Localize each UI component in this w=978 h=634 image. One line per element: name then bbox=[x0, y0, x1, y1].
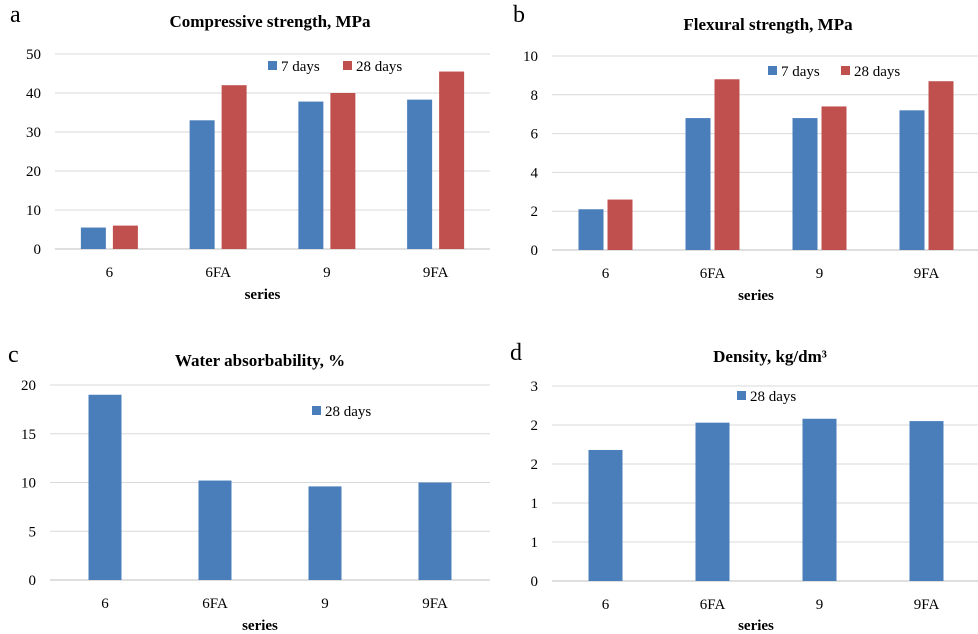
legend-label: 7 days bbox=[781, 64, 820, 80]
x-tick-label: 6FA bbox=[205, 265, 231, 281]
y-tick-label: 5 bbox=[29, 524, 37, 540]
x-tick-label: 6FA bbox=[202, 596, 228, 612]
panel-letter: a bbox=[10, 2, 21, 28]
chart-title: Flexural strength, MPa bbox=[683, 15, 853, 34]
y-tick-label: 15 bbox=[21, 427, 36, 443]
y-tick-label: 8 bbox=[531, 88, 539, 104]
bar-6-7-days bbox=[80, 227, 106, 249]
bar-9-28-days bbox=[308, 486, 342, 580]
chart-panel-c: c Water absorbability, % 0 5 10 15 20 6 6FA 9 9FA s… bbox=[8, 342, 490, 634]
bar-6FA-7-days bbox=[189, 120, 215, 249]
x-tick-label: 6 bbox=[602, 266, 610, 282]
chart-panel-d: d Density, kg/dm³ 0 1 1 2 2 3 6 6FA 9 9FA series 28 d… bbox=[510, 340, 978, 634]
x-tick-label: 9FA bbox=[423, 265, 449, 281]
chart-title: Compressive strength, MPa bbox=[170, 12, 371, 31]
bar-9-28-days bbox=[802, 418, 837, 581]
legend-label: 7 days bbox=[281, 59, 320, 75]
x-tick-label: 6FA bbox=[700, 597, 726, 613]
bar-9FA-28-days bbox=[909, 421, 944, 581]
legend-swatch bbox=[343, 61, 352, 70]
bar-6-28-days bbox=[588, 449, 623, 581]
bar-6FA-7-days bbox=[685, 118, 711, 250]
y-tick-label: 10 bbox=[26, 203, 41, 219]
y-tick-label: 50 bbox=[26, 47, 41, 63]
bar-6FA-28-days bbox=[198, 480, 232, 580]
y-tick-label: 10 bbox=[523, 49, 538, 65]
chart-panel-a: a Compressive strength, MPa 0 10 20 30 40 50 6 6F… bbox=[10, 2, 490, 303]
x-tick-label: 9FA bbox=[914, 266, 940, 282]
x-tick-label: 9 bbox=[816, 597, 824, 613]
y-tick-label: 2 bbox=[531, 204, 539, 220]
panel-letter: c bbox=[8, 342, 19, 368]
bar-9FA-28-days bbox=[418, 482, 452, 580]
bar-9FA-7-days bbox=[899, 110, 925, 250]
bar-9-7-days bbox=[298, 101, 324, 249]
bar-9-28-days bbox=[821, 106, 847, 250]
bar-9FA-7-days bbox=[407, 99, 433, 249]
x-tick-label: 9 bbox=[321, 596, 329, 612]
y-tick-label: 0 bbox=[531, 243, 539, 259]
bar-9FA-28-days bbox=[439, 71, 465, 249]
x-axis-label: series bbox=[738, 288, 774, 304]
bar-9-28-days bbox=[330, 93, 356, 249]
y-tick-label: 6 bbox=[531, 127, 539, 143]
legend-swatch bbox=[312, 406, 321, 415]
x-axis-label: series bbox=[245, 287, 281, 303]
x-tick-label: 6FA bbox=[700, 266, 726, 282]
bar-6FA-28-days bbox=[695, 422, 730, 581]
x-tick-label: 9FA bbox=[914, 597, 940, 613]
y-tick-label: 0 bbox=[531, 574, 539, 590]
x-tick-label: 9 bbox=[816, 266, 824, 282]
bar-6-28-days bbox=[607, 199, 633, 250]
x-tick-label: 6 bbox=[101, 596, 109, 612]
y-tick-label: 40 bbox=[26, 86, 41, 102]
x-axis-label: series bbox=[738, 618, 774, 634]
bar-6-28-days bbox=[88, 394, 122, 580]
y-tick-label: 2 bbox=[531, 418, 539, 434]
chart-title: Water absorbability, % bbox=[175, 351, 345, 370]
legend-label: 28 days bbox=[854, 64, 900, 80]
legend-swatch bbox=[737, 391, 746, 400]
legend-swatch bbox=[841, 66, 850, 75]
y-tick-label: 10 bbox=[21, 476, 36, 492]
x-tick-label: 9 bbox=[323, 265, 331, 281]
chart-title: Density, kg/dm³ bbox=[713, 347, 827, 366]
legend-label: 28 days bbox=[325, 404, 371, 420]
chart-panel-b: b Flexural strength, MPa 0 2 4 6 8 10 6 6FA 9 9FA se… bbox=[513, 2, 978, 304]
legend-label: 28 days bbox=[356, 59, 402, 75]
y-tick-label: 1 bbox=[531, 535, 539, 551]
y-tick-label: 2 bbox=[531, 457, 539, 473]
x-tick-label: 9FA bbox=[422, 596, 448, 612]
legend-swatch bbox=[768, 66, 777, 75]
legend-label: 28 days bbox=[750, 389, 796, 405]
y-tick-label: 1 bbox=[531, 496, 539, 512]
bar-9FA-28-days bbox=[928, 81, 954, 250]
y-tick-label: 30 bbox=[26, 125, 41, 141]
bar-6FA-28-days bbox=[714, 79, 740, 250]
bar-6-7-days bbox=[578, 209, 604, 250]
x-tick-label: 6 bbox=[602, 597, 610, 613]
legend-swatch bbox=[268, 61, 277, 70]
y-tick-label: 4 bbox=[531, 165, 539, 181]
bar-9-7-days bbox=[792, 118, 818, 250]
y-tick-label: 0 bbox=[29, 573, 37, 589]
x-axis-label: series bbox=[242, 618, 278, 634]
x-tick-label: 6 bbox=[106, 265, 114, 281]
y-tick-label: 0 bbox=[34, 242, 42, 258]
panel-letter: b bbox=[513, 2, 525, 28]
y-tick-label: 3 bbox=[531, 379, 539, 395]
bar-6FA-28-days bbox=[221, 85, 247, 249]
y-tick-label: 20 bbox=[21, 378, 36, 394]
bar-6-28-days bbox=[112, 225, 138, 249]
y-tick-label: 20 bbox=[26, 164, 41, 180]
panel-letter: d bbox=[510, 340, 522, 366]
